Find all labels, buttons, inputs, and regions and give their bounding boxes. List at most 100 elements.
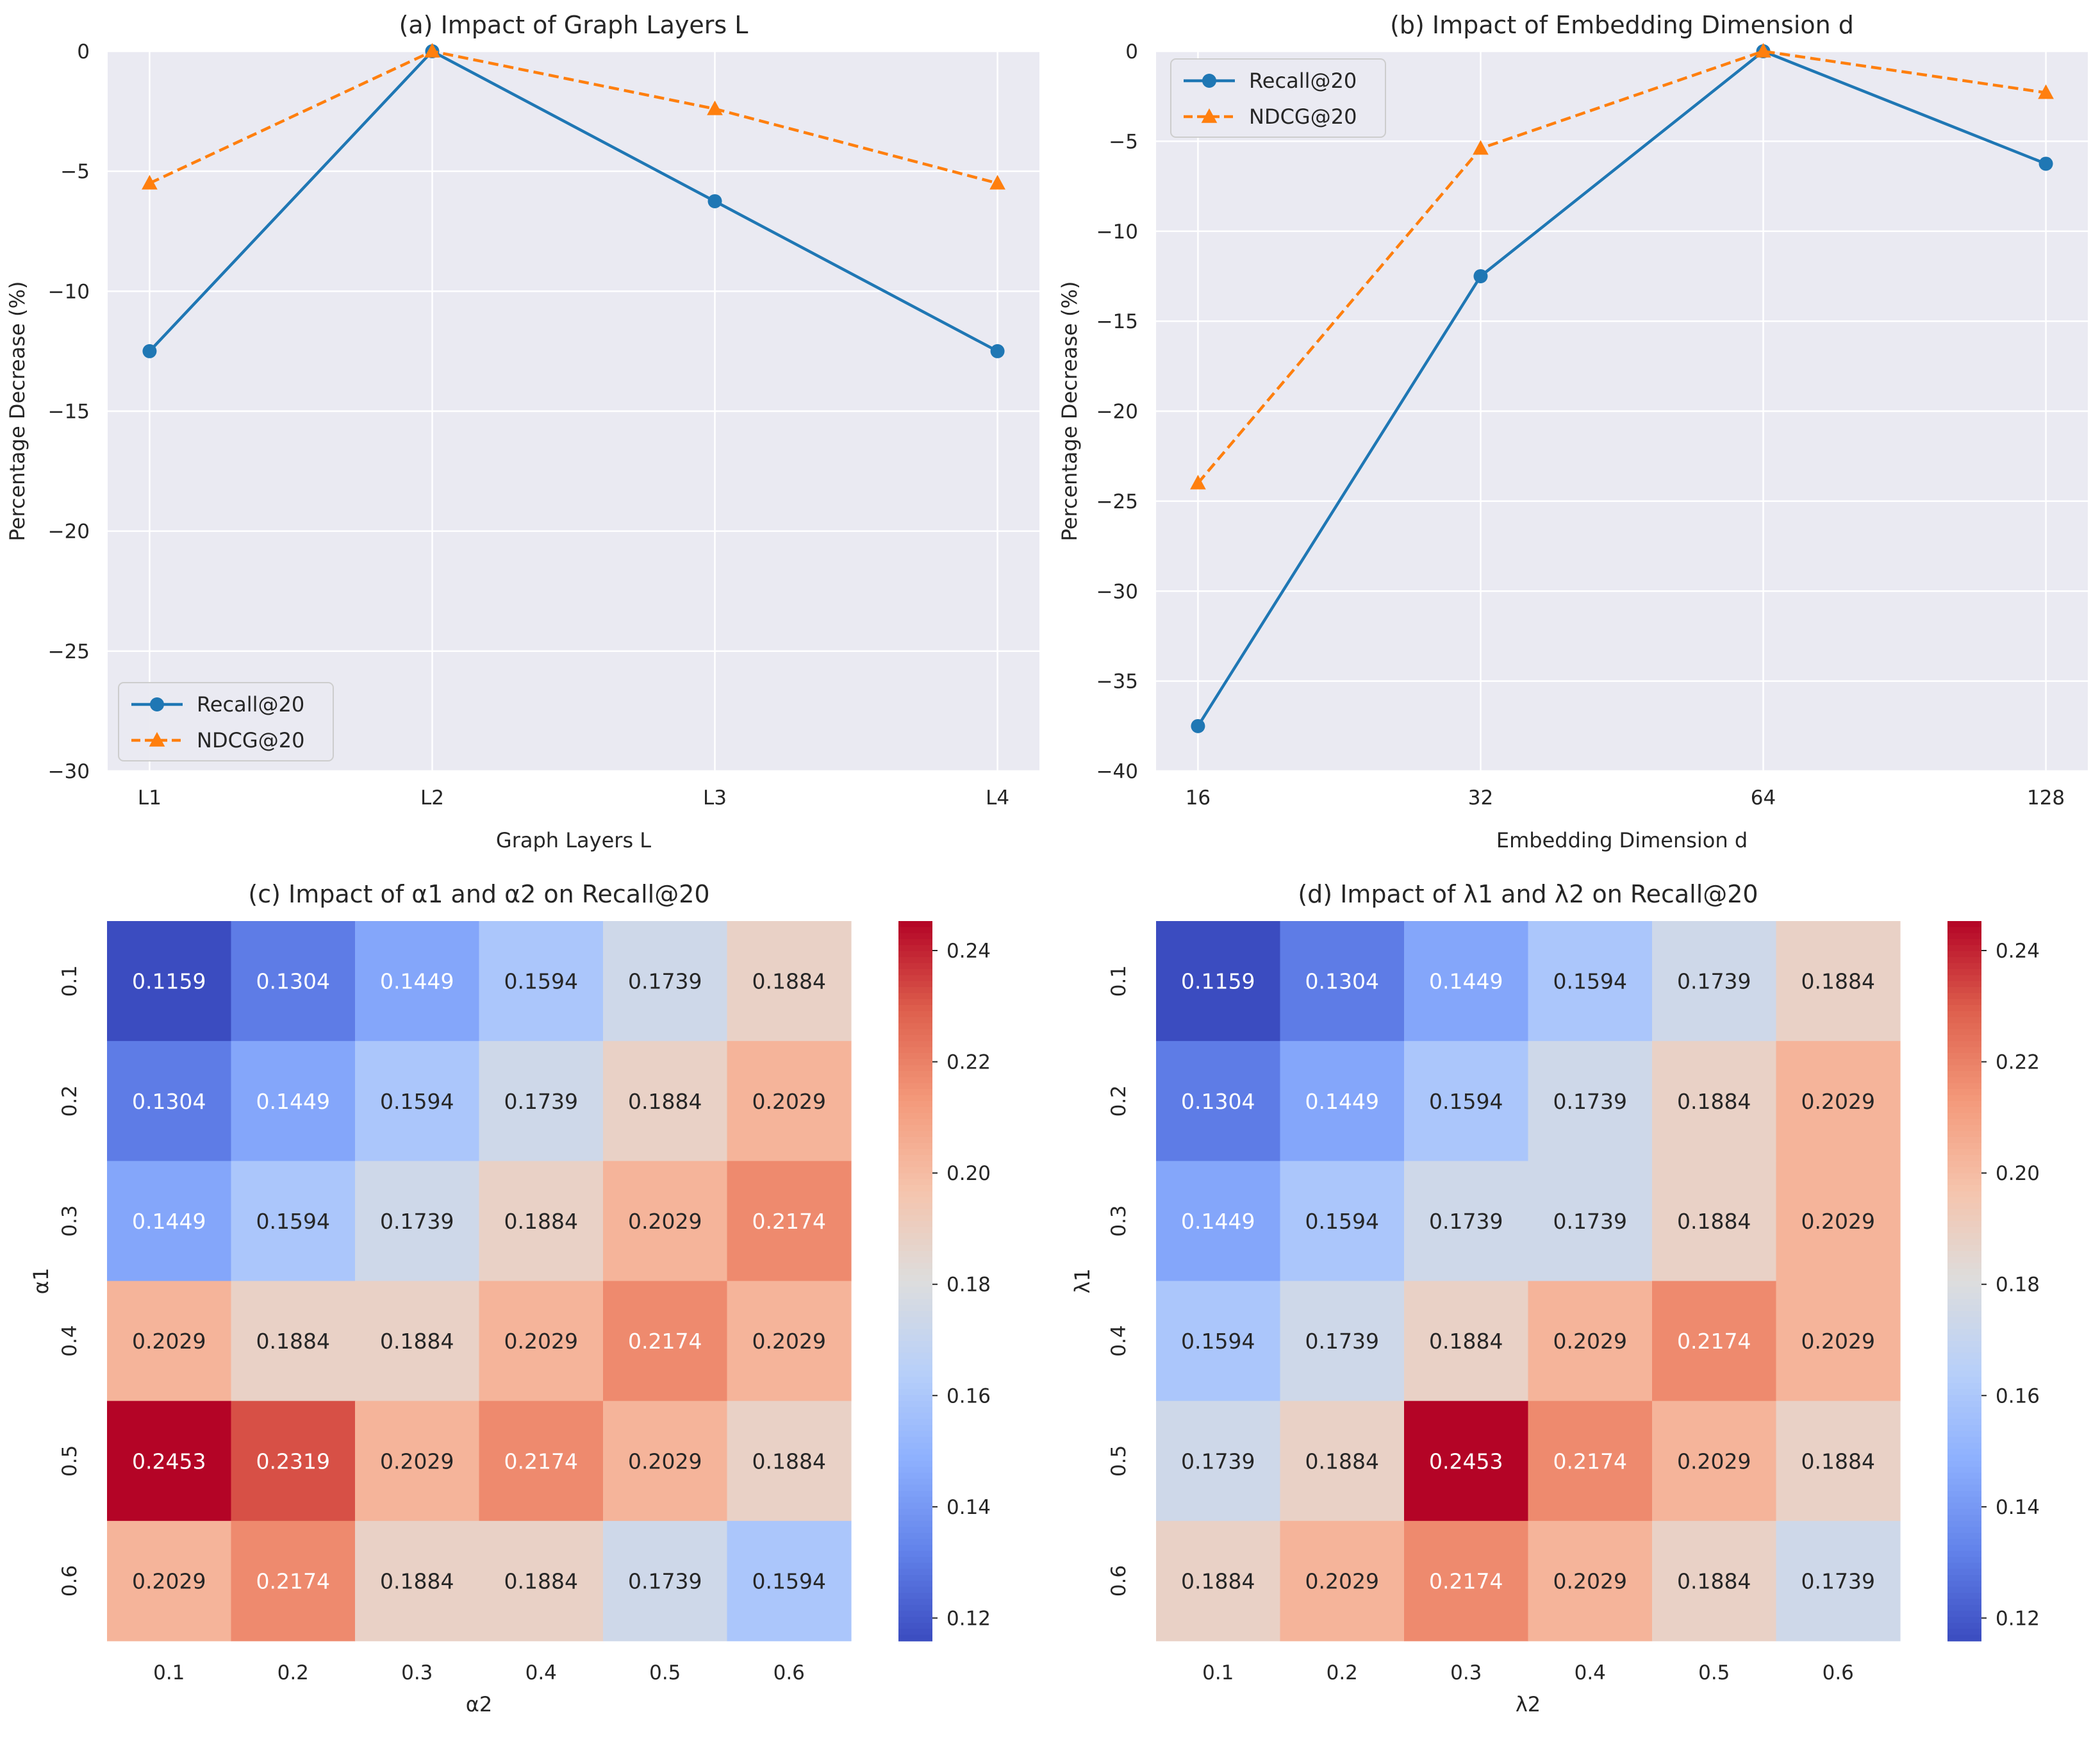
x-tick-label: 0.5: [1698, 1661, 1730, 1684]
legend-label: NDCG@20: [197, 728, 304, 752]
y-tick-label: 0: [77, 40, 90, 63]
colorbar-segment: [898, 1268, 932, 1276]
colorbar-tick-label: 0.12: [1996, 1607, 2040, 1630]
colorbar-segment: [1947, 939, 1981, 946]
cell-value: 0.1304: [256, 969, 330, 994]
y-tick-label: 0: [1125, 40, 1138, 63]
colorbar-segment: [898, 1599, 932, 1606]
colorbar-segment: [1947, 1634, 1981, 1641]
colorbar-segment: [1947, 986, 1981, 994]
colorbar-segment: [898, 1449, 932, 1456]
chart-title: (b) Impact of Embedding Dimension d: [1390, 11, 1854, 39]
colorbar-segment: [898, 1149, 932, 1156]
heatmap-cell: [1404, 1161, 1529, 1282]
cell-value: 0.2029: [628, 1209, 702, 1234]
cell-value: 0.2174: [752, 1209, 826, 1234]
legend-marker: [150, 697, 164, 711]
colorbar-segment: [1947, 1616, 1981, 1624]
colorbar-segment: [1947, 1502, 1981, 1509]
y-tick-label: −35: [1096, 670, 1138, 694]
colorbar-segment: [1947, 981, 1981, 988]
colorbar-segment: [1947, 1400, 1981, 1408]
colorbar-segment: [898, 963, 932, 970]
colorbar-segment: [1947, 1497, 1981, 1504]
colorbar-segment: [898, 1443, 932, 1450]
heatmap-cell: [1528, 1520, 1653, 1641]
cell-value: 0.1159: [132, 969, 206, 994]
colorbar-segment: [1947, 1436, 1981, 1443]
x-tick-label: 0.4: [1575, 1661, 1606, 1684]
colorbar-segment: [1947, 1233, 1981, 1240]
colorbar-segment: [898, 1161, 932, 1168]
colorbar-segment: [1947, 1556, 1981, 1564]
colorbar-segment: [1947, 1370, 1981, 1378]
heatmap-cell: [1652, 1520, 1777, 1641]
heatmap-cell: [1280, 1400, 1405, 1522]
cell-value: 0.2174: [256, 1568, 330, 1593]
colorbar-segment: [898, 1556, 932, 1564]
colorbar-segment: [898, 927, 932, 934]
colorbar-segment: [1947, 1484, 1981, 1492]
heatmap-cell: [355, 1400, 480, 1522]
colorbar-segment: [898, 1418, 932, 1425]
colorbar-segment: [898, 1089, 932, 1096]
colorbar-segment: [898, 1077, 932, 1084]
legend: Recall@20 NDCG@20: [1170, 58, 1386, 138]
colorbar-segment: [898, 1251, 932, 1258]
heatmap-cell: [1404, 921, 1529, 1042]
colorbar-segment: [898, 1425, 932, 1432]
heatmap-cell: [603, 1520, 728, 1641]
heatmap-cell: [231, 1520, 356, 1641]
heatmap-cell: [231, 1400, 356, 1522]
colorbar-segment: [898, 1341, 932, 1348]
x-tick-label: 0.3: [401, 1661, 433, 1684]
colorbar-segment: [1947, 1101, 1981, 1108]
x-axis-label: α2: [466, 1692, 492, 1716]
colorbar-segment: [898, 1220, 932, 1228]
cell-value: 0.2029: [1801, 1089, 1875, 1114]
colorbar-segment: [898, 1413, 932, 1420]
colorbar-segment: [1947, 1070, 1981, 1078]
colorbar-segment: [898, 1377, 932, 1384]
heatmap-cell: [1652, 921, 1777, 1042]
colorbar-segment: [1947, 1011, 1981, 1018]
heatmap-cell: [1652, 1041, 1777, 1161]
colorbar-segment: [1947, 1268, 1981, 1276]
colorbar-segment: [1947, 1215, 1981, 1222]
colorbar-segment: [1947, 1220, 1981, 1228]
y-tick-label: −30: [48, 760, 90, 783]
heatmap-cell: [1528, 1161, 1653, 1282]
colorbar-segment: [1947, 1377, 1981, 1384]
data-point: [142, 174, 158, 190]
colorbar-segment: [898, 1233, 932, 1240]
heatmap-cell: [1156, 1041, 1281, 1161]
chart-title: (c) Impact of α1 and α2 on Recall@20: [248, 880, 709, 908]
chart-title: (a) Impact of Graph Layers L: [399, 11, 748, 39]
colorbar-segment: [898, 1454, 932, 1462]
heatmap-cell: [1652, 1400, 1777, 1522]
y-tick-label: −15: [48, 401, 90, 424]
colorbar-segment: [1947, 1334, 1981, 1342]
colorbar-segment: [898, 1083, 932, 1090]
colorbar-segment: [1947, 1311, 1981, 1318]
colorbar-segment: [898, 1047, 932, 1054]
heatmap-cell: [1156, 1400, 1281, 1522]
colorbar-segment: [898, 1533, 932, 1540]
colorbar-segment: [898, 1491, 932, 1498]
colorbar-segment: [898, 1107, 932, 1114]
colorbar-tick-label: 0.24: [1996, 940, 2040, 963]
colorbar-segment: [1947, 1005, 1981, 1012]
cell-value: 0.1884: [1181, 1568, 1255, 1593]
colorbar-segment: [898, 1011, 932, 1018]
colorbar-segment: [1947, 1041, 1981, 1048]
cell-value: 0.1884: [1677, 1089, 1751, 1114]
x-tick-label: L3: [703, 786, 727, 810]
colorbar-segment: [1947, 1443, 1981, 1450]
cell-value: 0.2029: [1801, 1209, 1875, 1234]
y-tick-label: 0.1: [1107, 965, 1130, 997]
colorbar-segment: [898, 1023, 932, 1030]
colorbar-segment: [898, 1550, 932, 1558]
cell-value: 0.2174: [1429, 1568, 1503, 1593]
colorbar-segment: [898, 1497, 932, 1504]
